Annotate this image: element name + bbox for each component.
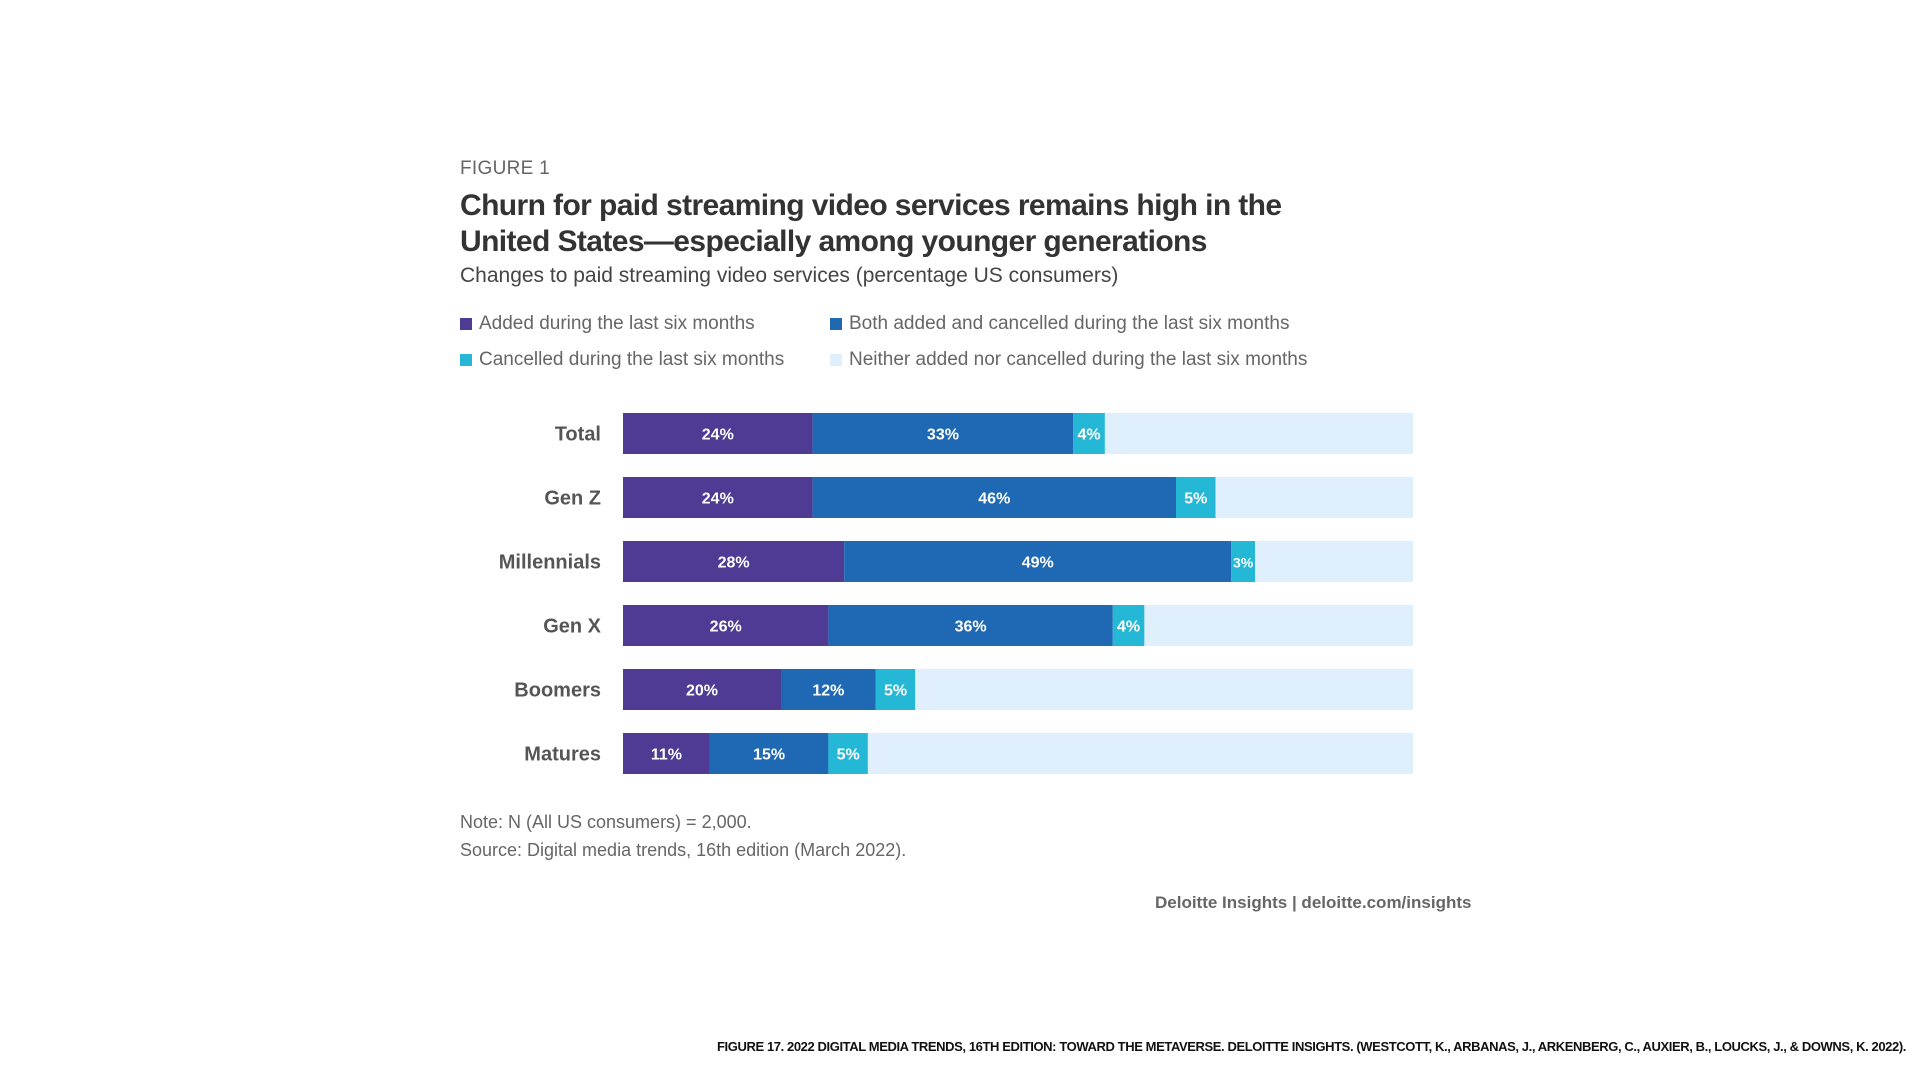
legend-item-added: Added during the last six months <box>460 313 830 335</box>
bar-segment-cancelled-boomers <box>875 669 916 710</box>
bar-segment-both-millennials <box>844 541 1232 582</box>
data-label-added-boomers: 20% <box>686 683 718 700</box>
data-label-both-millennials: 49% <box>1022 555 1054 572</box>
data-label-cancelled-boomers: 5% <box>884 683 907 700</box>
data-label-cancelled-gen-z: 5% <box>1184 491 1207 508</box>
bar-segment-both-gen-x <box>828 605 1113 646</box>
bar-segment-both-total <box>812 413 1074 454</box>
chart-title: Churn for paid streaming video services … <box>460 189 1282 258</box>
figure-label: FIGURE 1 <box>460 158 551 179</box>
data-label-added-matures: 11% <box>651 747 682 764</box>
bar-segment-neither-gen-z <box>1215 477 1413 518</box>
bar-segment-cancelled-gen-z <box>1176 477 1216 518</box>
bar-segment-both-matures <box>709 733 829 774</box>
bar-segment-neither-total <box>1104 413 1413 454</box>
legend-swatch-neither <box>830 354 842 366</box>
legend-label-cancelled: Cancelled during the last six months <box>479 349 785 370</box>
data-label-added-total: 24% <box>702 427 734 444</box>
legend-label-neither: Neither added nor cancelled during the l… <box>849 349 1308 370</box>
bar-segment-added-total <box>623 413 813 454</box>
bar-segment-neither-gen-x <box>1144 605 1413 646</box>
category-label-total: Total <box>555 424 601 446</box>
legend-swatch-cancelled <box>460 354 472 366</box>
category-label-boomers: Boomers <box>514 680 601 702</box>
bar-segment-added-gen-z <box>623 477 813 518</box>
legend-item-cancelled: Cancelled during the last six months <box>460 349 830 371</box>
legend-item-neither: Neither added nor cancelled during the l… <box>830 349 1350 371</box>
data-label-both-total: 33% <box>927 427 959 444</box>
source-text: Source: Digital media trends, 16th editi… <box>460 840 907 860</box>
bar-segment-neither-boomers <box>915 669 1413 710</box>
category-label-gen-z: Gen Z <box>544 488 601 510</box>
citation: FIGURE 17. 2022 DIGITAL MEDIA TRENDS, 16… <box>717 1039 1906 1054</box>
data-label-both-boomers: 12% <box>812 683 844 700</box>
data-label-added-gen-z: 24% <box>702 491 734 508</box>
category-label-gen-x: Gen X <box>543 616 601 638</box>
bar-segment-added-boomers <box>623 669 781 710</box>
legend-swatch-added <box>460 318 472 330</box>
bar-segment-added-matures <box>623 733 710 774</box>
data-label-both-gen-z: 46% <box>978 491 1010 508</box>
bar-segment-added-millennials <box>623 541 845 582</box>
data-label-cancelled-total: 4% <box>1078 427 1101 444</box>
legend-label-added: Added during the last six months <box>479 313 755 334</box>
bar-segment-both-gen-z <box>812 477 1176 518</box>
bar-segment-both-boomers <box>781 669 876 710</box>
data-label-cancelled-gen-x: 4% <box>1117 619 1140 636</box>
bar-segment-cancelled-total <box>1073 413 1105 454</box>
brand-footer: Deloitte Insights | deloitte.com/insight… <box>1155 893 1472 912</box>
bar-segment-cancelled-millennials <box>1231 541 1255 582</box>
note-text: Note: N (All US consumers) = 2,000. <box>460 812 752 832</box>
chart-subtitle: Changes to paid streaming video services… <box>460 264 1119 287</box>
legend-swatch-both <box>830 318 842 330</box>
bar-segment-neither-matures <box>867 733 1413 774</box>
data-label-both-gen-x: 36% <box>955 619 987 636</box>
data-label-added-millennials: 28% <box>718 555 750 572</box>
bar-segment-neither-millennials <box>1255 541 1413 582</box>
data-label-cancelled-millennials: 3% <box>1233 555 1254 571</box>
data-label-added-gen-x: 26% <box>710 619 742 636</box>
data-label-both-matures: 15% <box>753 747 785 764</box>
notes: Note: N (All US consumers) = 2,000. Sour… <box>460 808 906 864</box>
bar-segment-cancelled-gen-x <box>1112 605 1145 646</box>
category-label-millennials: Millennials <box>499 552 601 574</box>
data-label-cancelled-matures: 5% <box>837 747 860 764</box>
legend-item-both: Both added and cancelled during the last… <box>830 313 1350 335</box>
bar-segment-added-gen-x <box>623 605 829 646</box>
category-label-matures: Matures <box>524 744 601 766</box>
legend-label-both: Both added and cancelled during the last… <box>849 313 1290 334</box>
legend: Added during the last six months Both ad… <box>460 313 1380 371</box>
bar-segment-cancelled-matures <box>828 733 868 774</box>
